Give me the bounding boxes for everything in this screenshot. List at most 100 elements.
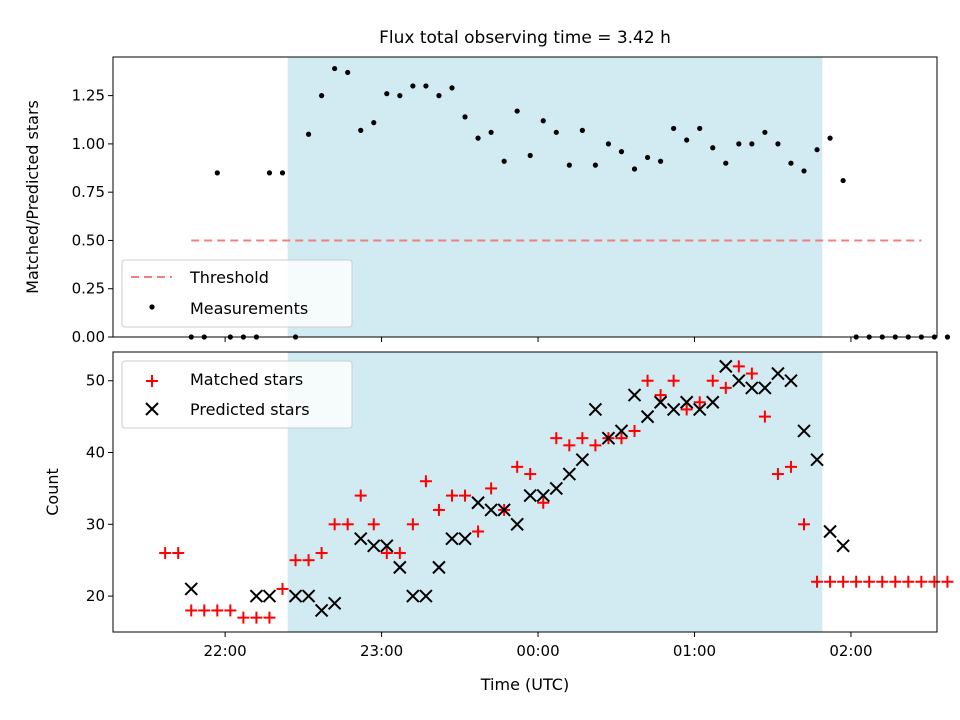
matched-star-point <box>615 432 628 445</box>
matched-star-point <box>876 575 889 588</box>
predicted-star-point <box>380 539 394 553</box>
matched-star-point <box>302 554 315 567</box>
measurement-point <box>827 135 833 141</box>
top-shaded-region <box>287 57 823 337</box>
measurement-point <box>319 93 325 99</box>
measurement-point <box>514 108 520 114</box>
predicted-star-point <box>588 402 603 417</box>
measurement-point <box>840 177 846 184</box>
matched-star-point <box>941 575 954 588</box>
matched-star-point <box>680 403 693 416</box>
measurement-point <box>345 69 351 76</box>
matched-stars-legend-swatch <box>146 375 158 387</box>
measurement-point <box>762 129 768 135</box>
predicted-star-point <box>679 395 694 409</box>
matched-star-point <box>863 575 876 588</box>
predicted-star-point <box>706 395 720 409</box>
bottom-panel: 20 30 40 50 22:00 23:00 00:00 01:00 02:00 Count… <box>43 351 954 694</box>
matched-star-point <box>224 604 237 617</box>
matched-star-point <box>745 367 758 380</box>
legend-threshold-label: Threshold <box>189 268 269 287</box>
y-tick-label: 0.75 <box>72 183 105 201</box>
matched-star-point <box>719 381 732 394</box>
predicted-star-point <box>288 589 303 603</box>
matched-star-point <box>576 432 589 445</box>
measurement-point <box>684 137 690 143</box>
predicted-star-point <box>471 496 485 510</box>
matched-star-point <box>485 482 498 495</box>
bottom-legend-box <box>121 360 353 429</box>
bottom-y-axis-label: Count <box>43 468 62 516</box>
matched-star-point <box>406 518 419 531</box>
top-axes-frame <box>112 56 938 338</box>
matched-star-point <box>432 503 445 516</box>
matched-star-point <box>185 604 198 617</box>
measurement-point <box>697 125 703 132</box>
y-tick-label: 0.00 <box>72 328 105 346</box>
predicted-star-point <box>327 596 342 610</box>
matched-star-point <box>758 410 771 423</box>
predicted-star-point <box>406 589 420 603</box>
measurement-point <box>749 141 755 147</box>
measurement-point <box>332 65 338 72</box>
y-tick-label: 1.25 <box>72 87 105 105</box>
predicted-star-point <box>693 402 707 417</box>
measurement-point <box>475 135 481 141</box>
predicted-star-point <box>536 488 550 503</box>
top-legend-box <box>121 259 353 328</box>
bottom-axes-frame <box>112 351 938 633</box>
matched-star-point <box>159 547 172 560</box>
bottom-x-ticks: 22:00 23:00 00:00 01:00 02:00 <box>204 632 873 660</box>
predicted-star-point <box>419 589 433 603</box>
matched-star-point <box>250 611 263 624</box>
matched-star-point <box>902 575 915 588</box>
measurement-point <box>657 158 664 164</box>
legend-matched-label: Matched stars <box>190 370 303 389</box>
predicted-star-point <box>367 539 381 553</box>
matched-star-point <box>641 374 654 387</box>
predicted-star-point <box>445 531 459 546</box>
predicted-star-point <box>458 531 472 546</box>
matched-star-point <box>537 496 550 509</box>
measurement-point <box>540 118 546 124</box>
matched-star-point <box>889 575 902 588</box>
measurement-point <box>618 149 625 155</box>
y-tick-label: 50 <box>86 372 105 390</box>
measurement-point <box>579 127 585 133</box>
matched-star-point <box>654 389 667 402</box>
matched-star-point <box>811 575 824 588</box>
top-y-ticks: 0.00 0.25 0.50 0.75 1.00 1.25 <box>72 87 113 346</box>
measurement-point <box>462 114 468 120</box>
y-tick-label: 1.00 <box>72 135 105 153</box>
measurement-point <box>501 158 507 164</box>
predicted-star-point <box>653 395 668 409</box>
y-tick-label: 20 <box>86 587 105 605</box>
predicted-star-point <box>614 424 629 438</box>
predicted-star-point <box>810 452 824 467</box>
measurement-point <box>553 129 559 135</box>
y-tick-label: 30 <box>86 515 105 533</box>
matched-star-point <box>784 460 797 473</box>
measurement-point <box>371 120 377 126</box>
top-panel: 0.00 0.25 0.50 0.75 1.00 1.25 Matched/Predict… <box>23 56 951 346</box>
measurement-point <box>384 91 390 97</box>
matched-star-point <box>289 554 302 567</box>
matched-star-point <box>328 518 341 531</box>
matched-star-point <box>459 489 472 502</box>
x-tick-label: 01:00 <box>673 642 716 660</box>
matched-star-point <box>511 460 524 473</box>
predicted-star-point <box>823 524 837 539</box>
matched-star-point <box>237 611 250 624</box>
measurement-point <box>527 152 533 159</box>
measurement-point <box>631 166 638 172</box>
measurement-point <box>423 83 429 89</box>
y-tick-label: 0.50 <box>72 231 105 249</box>
matched-star-point <box>380 547 393 560</box>
matched-star-point <box>928 575 941 588</box>
predicted-star-point <box>745 381 759 395</box>
matched-star-point <box>367 518 380 531</box>
matched-star-point <box>824 575 837 588</box>
bottom-y-ticks: 20 30 40 50 <box>86 372 113 605</box>
matched-star-point <box>354 489 367 502</box>
y-tick-label: 40 <box>86 444 105 462</box>
